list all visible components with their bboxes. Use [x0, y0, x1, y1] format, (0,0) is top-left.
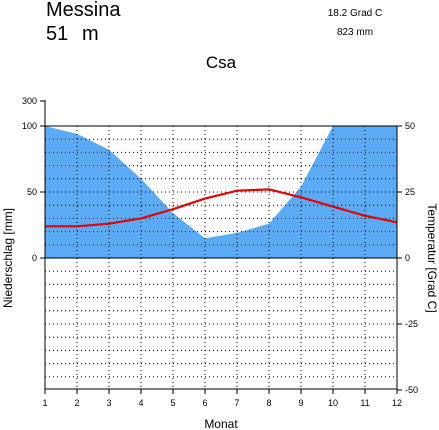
x-tick-label: 1	[42, 398, 47, 408]
precip-tick-label: 0	[32, 253, 37, 263]
mean-temperature: 18.2 Grad C	[328, 8, 382, 19]
precipitation-area-layer	[45, 126, 397, 258]
precip-tick-label: 50	[27, 187, 37, 197]
x-tick-label: 4	[138, 398, 143, 408]
x-tick-label: 7	[234, 398, 239, 408]
x-tick-label: 6	[202, 398, 207, 408]
temp-tick-label: -50	[405, 385, 418, 395]
x-axis-title: Monat	[204, 417, 238, 430]
precip-tick-label: 300	[22, 96, 37, 106]
temp-tick-label: 50	[405, 121, 415, 131]
grid-layer	[45, 126, 397, 389]
temp-tick-label: 0	[405, 253, 410, 263]
temperature-line-layer	[45, 188, 398, 228]
temperature-line	[45, 188, 398, 228]
climate-class: Csa	[206, 53, 237, 72]
x-tick-label: 9	[298, 398, 303, 408]
temp-tick-label: -25	[405, 319, 418, 329]
x-tick-label: 10	[328, 398, 338, 408]
annual-precipitation: 823 mm	[337, 27, 373, 38]
precip-tick-label: 100	[22, 121, 37, 131]
temp-tick-label: 25	[405, 187, 415, 197]
left-axis-title: Niederschlag [mm]	[1, 208, 15, 308]
x-tick-label: 3	[106, 398, 111, 408]
elevation-unit: m	[82, 23, 99, 45]
right-axis-title: Temperatur [Grad C]	[425, 203, 439, 312]
x-tick-label: 12	[392, 398, 402, 408]
precipitation-area	[45, 126, 397, 258]
x-tick-label: 2	[74, 398, 79, 408]
x-tick-label: 8	[266, 398, 271, 408]
elevation-value: 51	[46, 23, 68, 45]
x-tick-label: 11	[360, 398, 369, 408]
station-name: Messina	[46, 0, 121, 21]
x-tick-label: 5	[170, 398, 175, 408]
